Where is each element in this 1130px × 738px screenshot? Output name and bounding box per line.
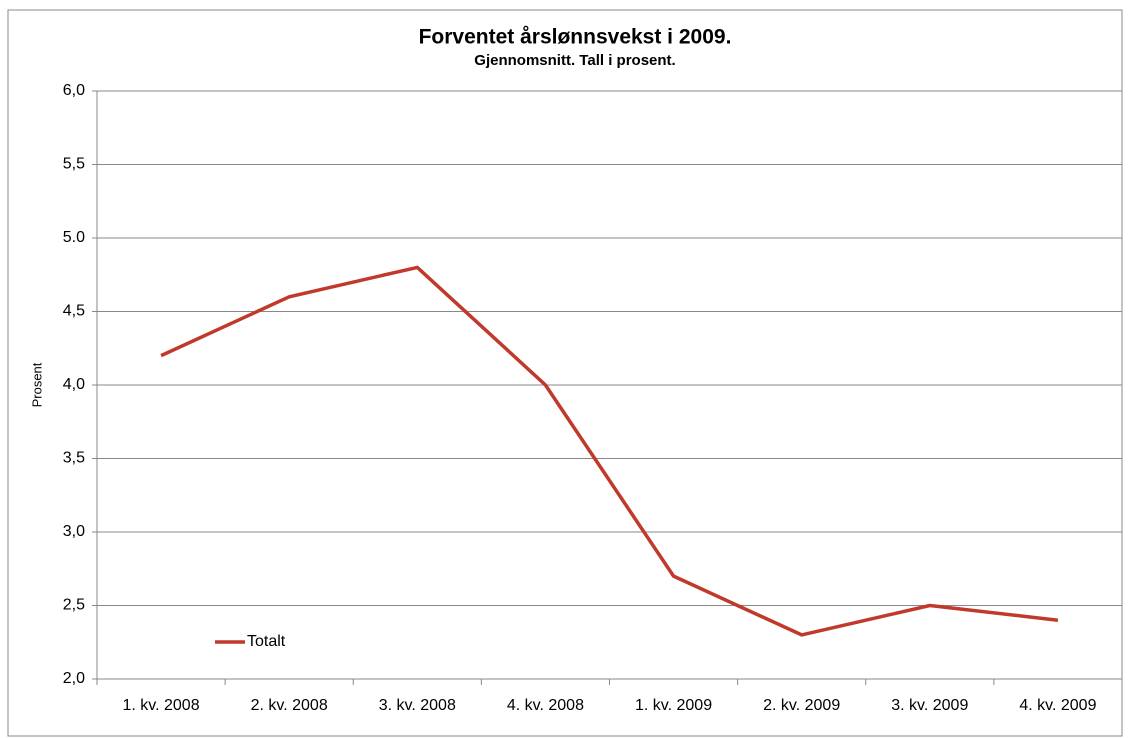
chart-title: Forventet årslønnsvekst i 2009.: [419, 26, 732, 49]
chart-frame: [7, 9, 1123, 737]
x-tick-label: 1. kv. 2008: [123, 697, 200, 714]
legend-label: Totalt: [247, 633, 286, 650]
x-tick-label: 4. kv. 2009: [1019, 697, 1096, 714]
data-line: [160, 265, 1059, 637]
y-tick-label: 6,0: [63, 82, 85, 99]
y-tick-label: 2,0: [63, 670, 85, 687]
y-tick-label: 4,5: [63, 303, 85, 320]
x-tick-label: 2. kv. 2008: [251, 697, 328, 714]
y-tick-label: 3,5: [63, 450, 85, 467]
y-tick-label: 3,0: [63, 523, 85, 540]
y-axis-label: Prosent: [29, 362, 44, 407]
y-tick-label: 5.0: [63, 229, 85, 246]
x-tick-label: 3. kv. 2009: [891, 697, 968, 714]
x-tick-label: 2. kv. 2009: [763, 697, 840, 714]
x-tick-label: 1. kv. 2009: [635, 697, 712, 714]
y-tick-label: 5,5: [63, 156, 85, 173]
y-tick-label: 4,0: [63, 376, 85, 393]
x-tick-label: 3. kv. 2008: [379, 697, 456, 714]
y-tick-label: 2,5: [63, 597, 85, 614]
chart-subtitle: Gjennomsnitt. Tall i prosent.: [474, 52, 675, 69]
x-tick-label: 4. kv. 2008: [507, 697, 584, 714]
